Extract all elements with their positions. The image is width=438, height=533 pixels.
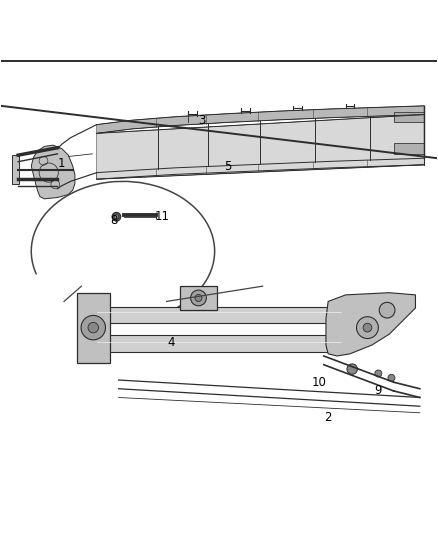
Circle shape bbox=[347, 364, 357, 374]
Text: 3: 3 bbox=[198, 114, 205, 127]
Polygon shape bbox=[97, 158, 424, 179]
Text: 11: 11 bbox=[155, 210, 170, 223]
FancyBboxPatch shape bbox=[77, 293, 110, 362]
Text: 9: 9 bbox=[374, 384, 382, 398]
Text: 8: 8 bbox=[110, 214, 118, 227]
Circle shape bbox=[195, 294, 202, 302]
Text: 2: 2 bbox=[325, 410, 332, 424]
FancyBboxPatch shape bbox=[97, 306, 341, 323]
Polygon shape bbox=[97, 106, 424, 133]
Circle shape bbox=[388, 374, 395, 381]
Polygon shape bbox=[97, 115, 424, 179]
Circle shape bbox=[114, 215, 119, 219]
Text: 4: 4 bbox=[167, 336, 175, 350]
Circle shape bbox=[357, 317, 378, 338]
Text: 1: 1 bbox=[58, 157, 66, 171]
Text: 5: 5 bbox=[224, 159, 231, 173]
Polygon shape bbox=[31, 145, 75, 199]
FancyBboxPatch shape bbox=[97, 335, 341, 352]
FancyBboxPatch shape bbox=[180, 286, 217, 310]
Circle shape bbox=[88, 322, 99, 333]
Bar bbox=[394, 111, 424, 123]
Polygon shape bbox=[326, 293, 416, 356]
Circle shape bbox=[191, 290, 206, 306]
Bar bbox=[12, 155, 19, 184]
Text: 10: 10 bbox=[312, 376, 327, 389]
Circle shape bbox=[375, 370, 382, 377]
Circle shape bbox=[379, 302, 395, 318]
Circle shape bbox=[363, 323, 372, 332]
Bar bbox=[394, 143, 424, 154]
Circle shape bbox=[81, 316, 106, 340]
Circle shape bbox=[112, 212, 121, 221]
